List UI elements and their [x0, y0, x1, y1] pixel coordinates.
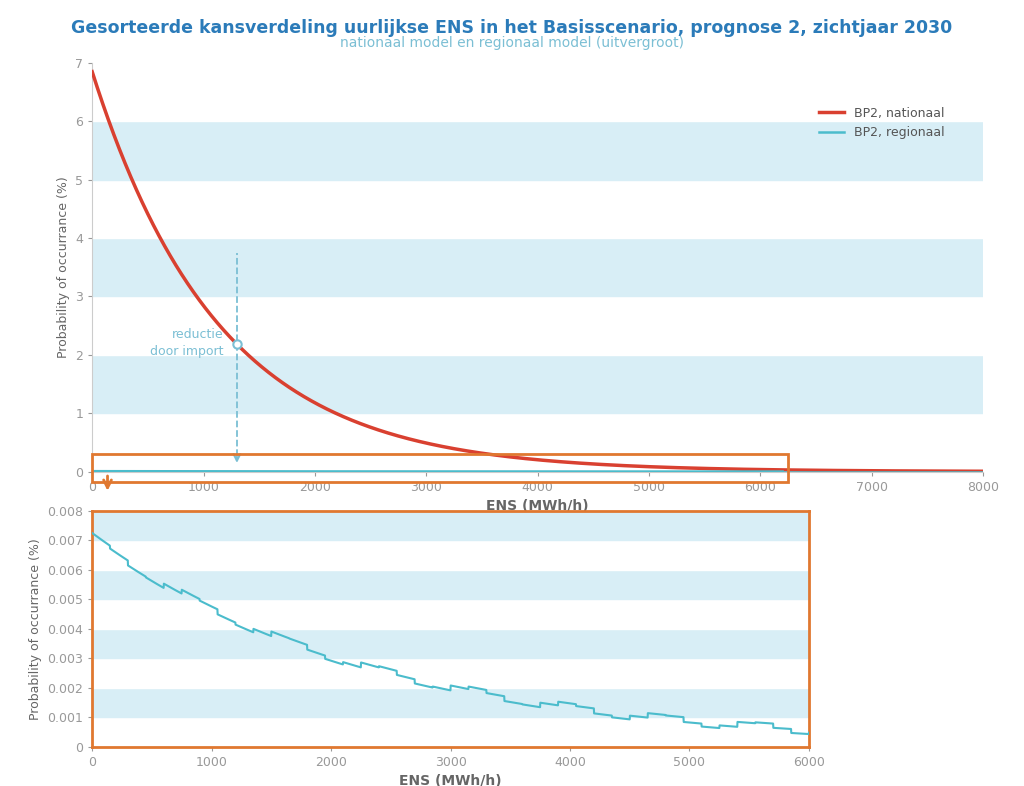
- Legend: BP2, nationaal, BP2, regionaal: BP2, nationaal, BP2, regionaal: [814, 102, 950, 144]
- BP2, nationaal: [863, 466, 876, 476]
- Bar: [92, 413, 983, 472]
- BP2, regionaal: [403, 467, 416, 476]
- Y-axis label: Probability of occurrance (%): Probability of occurrance (%): [56, 176, 70, 358]
- Text: reductie
door import: reductie door import: [151, 328, 223, 358]
- Text: Gesorteerde kansverdeling uurlijkse ENS in het Basisscenario, prognose 2, zichtj: Gesorteerde kansverdeling uurlijkse ENS …: [72, 19, 952, 36]
- X-axis label: ENS (MWh/h): ENS (MWh/h): [486, 499, 589, 513]
- Bar: [92, 121, 983, 180]
- BP2, regionaal: [776, 467, 788, 476]
- BP2, nationaal: [86, 67, 98, 76]
- Bar: [92, 599, 809, 629]
- Y-axis label: Probability of occurrance (%): Probability of occurrance (%): [29, 538, 42, 720]
- BP2, regionaal: [86, 466, 98, 476]
- Bar: [92, 180, 983, 238]
- BP2, regionaal: [121, 467, 133, 476]
- Text: nationaal model en regionaal model (uitvergroot): nationaal model en regionaal model (uitv…: [340, 36, 684, 50]
- BP2, nationaal: [428, 440, 440, 450]
- Bar: [92, 541, 809, 570]
- BP2, nationaal: [187, 288, 200, 297]
- BP2, regionaal: [422, 467, 434, 476]
- Bar: [92, 296, 983, 354]
- BP2, nationaal: [241, 349, 253, 358]
- Bar: [92, 454, 788, 482]
- Bar: [92, 629, 809, 659]
- X-axis label: ENS (MWh/h): ENS (MWh/h): [399, 774, 502, 786]
- Bar: [92, 717, 809, 747]
- Bar: [92, 688, 809, 717]
- Bar: [92, 238, 983, 296]
- Bar: [92, 63, 983, 121]
- BP2, nationaal: [959, 466, 972, 476]
- Bar: [92, 570, 809, 599]
- BP2, regionaal: [754, 467, 766, 476]
- BP2, nationaal: [466, 447, 478, 457]
- Line: BP2, nationaal: BP2, nationaal: [92, 72, 983, 472]
- BP2, nationaal: [977, 467, 989, 476]
- Bar: [92, 659, 809, 688]
- BP2, regionaal: [630, 467, 642, 476]
- Bar: [92, 354, 983, 413]
- BP2, regionaal: [757, 467, 769, 476]
- BP2, regionaal: [757, 467, 769, 476]
- Bar: [92, 511, 809, 541]
